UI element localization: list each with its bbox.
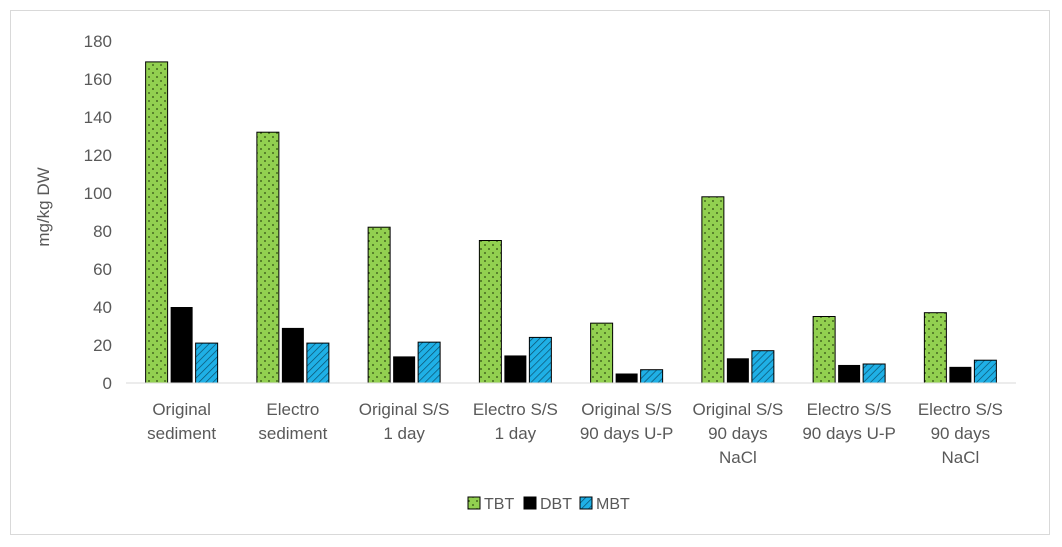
bar-tbt bbox=[701, 196, 725, 384]
x-tick-label: Original S/S bbox=[581, 400, 672, 419]
x-tick-label: Electro S/S bbox=[918, 400, 1003, 419]
y-tick-label: 60 bbox=[93, 260, 112, 279]
bar-tbt bbox=[590, 322, 614, 384]
x-tick-label: 90 days bbox=[931, 424, 991, 443]
bar-dbt bbox=[504, 355, 527, 383]
legend-swatch-dbt bbox=[523, 496, 537, 510]
bar-dbt bbox=[726, 358, 749, 383]
bar-mbt bbox=[973, 359, 997, 384]
x-tick-label: Electro S/S bbox=[807, 400, 892, 419]
y-tick-label: 140 bbox=[84, 108, 112, 127]
bar-tbt bbox=[812, 316, 836, 384]
y-tick-label: 40 bbox=[93, 298, 112, 317]
x-tick-label: Original S/S bbox=[693, 400, 784, 419]
x-tick-label: 90 days U-P bbox=[580, 424, 674, 443]
bar-mbt bbox=[195, 342, 219, 384]
x-tick-label: sediment bbox=[147, 424, 216, 443]
bar-dbt bbox=[949, 366, 972, 383]
bar-dbt bbox=[838, 364, 861, 383]
y-tick-label: 120 bbox=[84, 146, 112, 165]
x-tick-label: sediment bbox=[258, 424, 327, 443]
x-tick-label: Original bbox=[152, 400, 211, 419]
bar-tbt bbox=[367, 226, 391, 384]
x-tick-label: Original S/S bbox=[359, 400, 450, 419]
x-tick-label: NaCl bbox=[941, 448, 979, 467]
x-tick-label: Electro S/S bbox=[473, 400, 558, 419]
bar-mbt bbox=[417, 341, 441, 384]
bar-dbt bbox=[615, 373, 638, 383]
bar-mbt bbox=[640, 369, 664, 384]
bar-mbt bbox=[306, 342, 330, 384]
bars bbox=[145, 61, 997, 384]
bar-chart: 0 20 40 60 80 100 120 140 160 180 Original sedimen… bbox=[34, 32, 1016, 513]
x-tick-label: 90 days U-P bbox=[802, 424, 896, 443]
x-tick-label: NaCl bbox=[719, 448, 757, 467]
x-axis: Original sediment Electro sediment Original … bbox=[126, 382, 1016, 467]
y-tick-label: 100 bbox=[84, 184, 112, 203]
bar-tbt bbox=[923, 312, 947, 384]
bar-mbt bbox=[528, 336, 552, 384]
bar-dbt bbox=[281, 327, 304, 383]
bar-dbt bbox=[170, 307, 193, 383]
legend-label-mbt: MBT bbox=[596, 496, 630, 513]
y-axis: 0 20 40 60 80 100 120 140 160 180 bbox=[84, 32, 112, 393]
bar-mbt bbox=[751, 350, 775, 384]
legend-swatch-mbt bbox=[579, 496, 593, 510]
y-tick-label: 180 bbox=[84, 32, 112, 51]
legend-label-dbt: DBT bbox=[540, 496, 572, 513]
legend-swatch-tbt bbox=[467, 496, 481, 510]
chart-frame: 0 20 40 60 80 100 120 140 160 180 Original sedimen… bbox=[10, 10, 1050, 535]
y-tick-label: 20 bbox=[93, 336, 112, 355]
y-tick-label: 80 bbox=[93, 222, 112, 241]
x-tick-label: Electro bbox=[266, 400, 319, 419]
y-tick-label: 0 bbox=[103, 374, 112, 393]
y-axis-label: mg/kg DW bbox=[34, 167, 53, 246]
bar-tbt bbox=[256, 131, 280, 384]
y-tick-label: 160 bbox=[84, 70, 112, 89]
bar-tbt bbox=[145, 61, 169, 384]
bar-dbt bbox=[393, 356, 416, 383]
x-tick-label: 90 days bbox=[708, 424, 768, 443]
bar-mbt bbox=[862, 363, 886, 384]
x-tick-label: 1 day bbox=[495, 424, 537, 443]
legend: TBT DBT MBT bbox=[467, 496, 630, 513]
legend-label-tbt: TBT bbox=[484, 496, 514, 513]
x-tick-label: 1 day bbox=[383, 424, 425, 443]
bar-tbt bbox=[478, 240, 502, 384]
